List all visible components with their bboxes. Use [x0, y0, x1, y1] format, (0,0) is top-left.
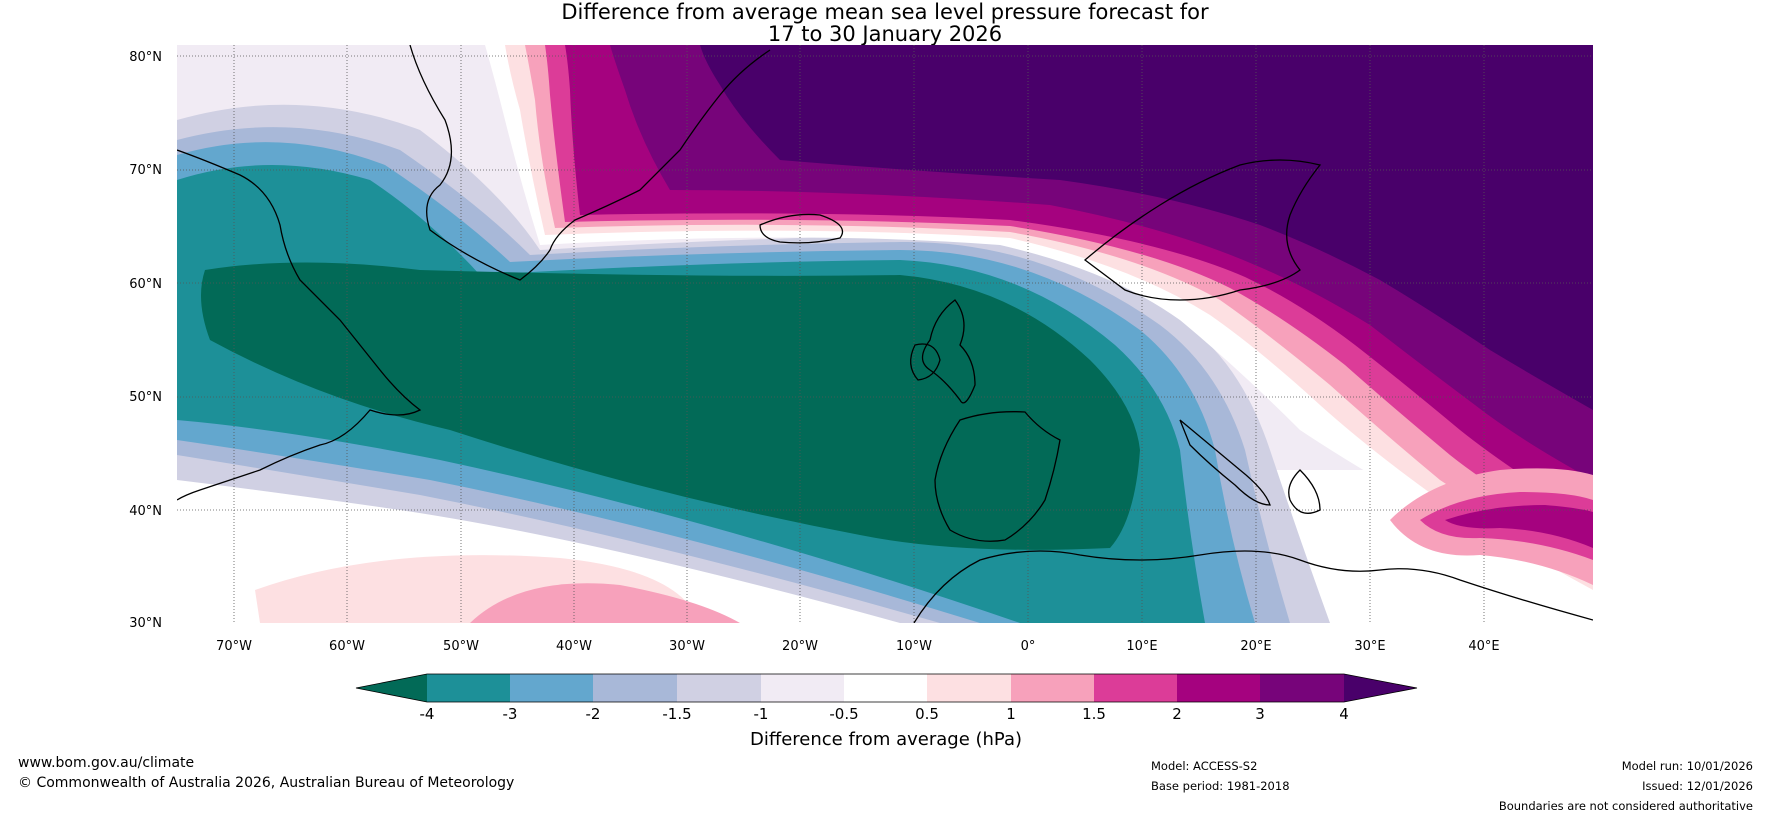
colorbar-tick-label: 4 — [1339, 705, 1349, 723]
colorbar-title: Difference from average (hPa) — [750, 729, 1022, 750]
colorbar-outline — [355, 673, 1418, 703]
colorbar-extend-low — [356, 674, 427, 702]
colorbar-extend-high — [1344, 674, 1417, 702]
lon-label: 10°E — [1126, 639, 1157, 654]
lon-label: 40°E — [1468, 639, 1499, 654]
lon-label: 30°W — [669, 639, 705, 654]
model-name: Model: ACCESS-S2 — [1151, 759, 1258, 773]
band-pos-4 — [700, 45, 1593, 410]
colorbar-tick-label: -2 — [586, 705, 601, 723]
colorbar-tick-label: 2 — [1172, 705, 1182, 723]
lon-label: 70°W — [216, 639, 252, 654]
colorbar-tick-label: -0.5 — [829, 705, 858, 723]
colorbar-tick-label: -1.5 — [662, 705, 691, 723]
map-title-line-2: 17 to 30 January 2026 — [767, 22, 1003, 46]
band-pos-2-east — [1445, 505, 1593, 548]
coastline-north-america — [177, 149, 422, 501]
coastline-ireland — [910, 343, 941, 381]
longitude-axis: 70°W 60°W 50°W 40°W 30°W 20°W 10°W 0° 10… — [216, 639, 1500, 654]
anomaly-contour-fill — [177, 45, 1593, 623]
coastline-italy — [1179, 419, 1271, 506]
colorbar-segment — [1094, 674, 1177, 702]
colorbar-tick-label: 1 — [1006, 705, 1016, 723]
band-neg-4 — [201, 262, 1140, 550]
colorbar-tick-label: -1 — [754, 705, 769, 723]
coastline-scandinavia — [1083, 159, 1322, 301]
issued-date: Issued: 12/01/2026 — [1642, 779, 1753, 793]
colorbar-tick-label: 3 — [1255, 705, 1265, 723]
lon-label: 40°W — [556, 639, 592, 654]
colorbar-segment — [593, 674, 677, 702]
colorbar-segment — [427, 674, 510, 702]
colorbar-segment — [844, 674, 927, 702]
colorbar-segment — [1260, 674, 1344, 702]
colorbar-segment — [927, 674, 1011, 702]
lon-label: 0° — [1021, 639, 1036, 654]
graticule — [177, 45, 1593, 623]
colorbar-segment — [761, 674, 844, 702]
lon-label: 50°W — [443, 639, 479, 654]
coastline-great-britain — [921, 299, 976, 404]
map-panel — [177, 45, 1593, 623]
coastlines — [177, 45, 1593, 623]
model-run-date: Model run: 10/01/2026 — [1621, 759, 1753, 773]
lat-label: 80°N — [129, 50, 162, 65]
coastline-north-africa — [913, 550, 1593, 623]
colorbar: -4 -3 -2 -1.5 -1 -0.5 0.5 1 1.5 2 3 4 Di… — [355, 673, 1418, 750]
lat-label: 40°N — [129, 504, 162, 519]
map-title-line-1: Difference from average mean sea level p… — [561, 0, 1209, 24]
lon-label: 20°W — [782, 639, 818, 654]
coastline-greece — [1288, 469, 1321, 514]
footer-model-info: Model: ACCESS-S2 Base period: 1981-2018 — [1151, 756, 1290, 796]
colorbar-segment — [1011, 674, 1094, 702]
colorbar-segment — [510, 674, 593, 702]
footer-issue-info: Model run: 10/01/2026 Issued: 12/01/2026… — [1499, 756, 1753, 816]
copyright-text: © Commonwealth of Australia 2026, Austra… — [18, 775, 515, 791]
lat-label: 70°N — [129, 163, 162, 178]
coastline-iberia — [934, 411, 1061, 542]
colorbar-tick-label: 0.5 — [915, 705, 939, 723]
band-pos-1-south — [470, 583, 740, 623]
coastline-iceland — [759, 213, 844, 244]
latitude-axis: 80°N 70°N 60°N 50°N 40°N 30°N — [129, 50, 162, 631]
lon-label: 10°W — [896, 639, 932, 654]
colorbar-segment — [677, 674, 761, 702]
boundary-disclaimer: Boundaries are not considered authoritat… — [1498, 799, 1753, 813]
lon-label: 30°E — [1354, 639, 1385, 654]
footer-credits: www.bom.gov.au/climate © Commonwealth of… — [18, 753, 514, 793]
colorbar-segment — [1177, 674, 1260, 702]
colorbar-tick-label: -3 — [503, 705, 518, 723]
lat-label: 60°N — [129, 277, 162, 292]
lat-label: 50°N — [129, 390, 162, 405]
website-link[interactable]: www.bom.gov.au/climate — [18, 755, 195, 771]
colorbar-tick-label: 1.5 — [1082, 705, 1106, 723]
base-period: Base period: 1981-2018 — [1151, 779, 1290, 793]
coastline-greenland — [409, 45, 771, 281]
lat-label: 30°N — [129, 616, 162, 631]
lon-label: 60°W — [329, 639, 365, 654]
colorbar-tick-label: -4 — [420, 705, 435, 723]
lon-label: 20°E — [1240, 639, 1271, 654]
